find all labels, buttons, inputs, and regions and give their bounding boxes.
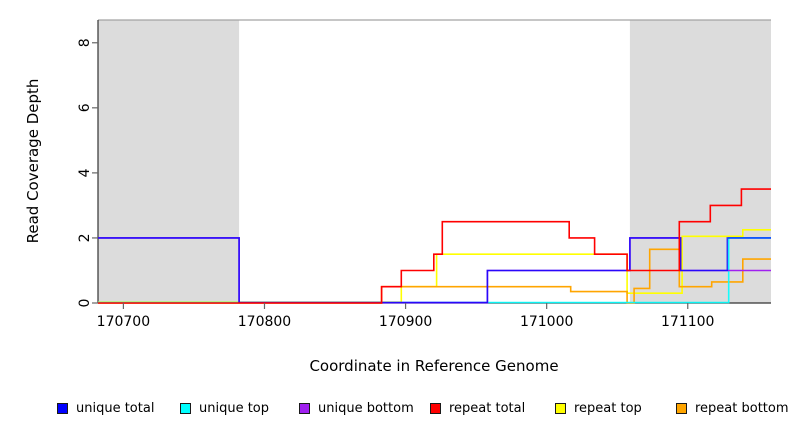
legend-label: repeat total bbox=[449, 400, 526, 416]
legend: unique total unique top unique bottom repea… bbox=[0, 399, 792, 419]
legend-label: repeat top bbox=[574, 400, 642, 416]
series-repeat-total bbox=[98, 188, 771, 304]
x-axis-title: Coordinate in Reference Genome bbox=[309, 357, 558, 375]
shaded-region-left bbox=[98, 20, 240, 303]
y-tick-label: 6 bbox=[77, 103, 93, 112]
legend-item-repeat-bottom: repeat bottom bbox=[676, 399, 789, 417]
legend-swatch-icon bbox=[430, 402, 441, 414]
legend-swatch-icon bbox=[57, 402, 68, 414]
x-tick-label: 170800 bbox=[238, 314, 291, 330]
x-tick-label: 171100 bbox=[661, 314, 714, 330]
legend-item-unique-bottom: unique bottom bbox=[299, 399, 414, 417]
legend-label: unique top bbox=[199, 400, 270, 416]
y-tick-label: 4 bbox=[77, 168, 93, 177]
x-tick-label: 170900 bbox=[379, 314, 432, 330]
legend-item-unique-total: unique total bbox=[57, 399, 154, 417]
x-tick-label: 170700 bbox=[97, 314, 150, 330]
data-series-lines bbox=[98, 188, 771, 304]
y-axis-title: Read Coverage Depth bbox=[24, 79, 42, 244]
legend-label: unique total bbox=[76, 400, 155, 416]
y-tick-label: 0 bbox=[77, 299, 93, 308]
shaded-region-right bbox=[629, 20, 771, 303]
x-tick-label: 171000 bbox=[520, 314, 573, 330]
shaded-regions bbox=[98, 20, 771, 303]
legend-item-unique-top: unique top bbox=[180, 399, 269, 417]
legend-swatch-icon bbox=[676, 402, 687, 414]
legend-item-repeat-total: repeat total bbox=[430, 399, 525, 417]
legend-swatch-icon bbox=[555, 402, 566, 414]
legend-swatch-icon bbox=[299, 402, 310, 414]
legend-label: unique bottom bbox=[318, 400, 414, 416]
series-unique-total bbox=[98, 237, 771, 304]
legend-label: repeat bottom bbox=[695, 400, 789, 416]
y-tick-label: 2 bbox=[77, 233, 93, 242]
axis-ticks-and-labels: 170700 170800 170900 171000 171100 0 2 4 6 8 bbox=[77, 38, 714, 330]
y-tick-label: 8 bbox=[77, 38, 93, 47]
legend-swatch-icon bbox=[180, 402, 191, 414]
legend-item-repeat-top: repeat top bbox=[555, 399, 642, 417]
series-repeat-bottom bbox=[98, 248, 771, 304]
series-repeat-top bbox=[98, 229, 771, 303]
